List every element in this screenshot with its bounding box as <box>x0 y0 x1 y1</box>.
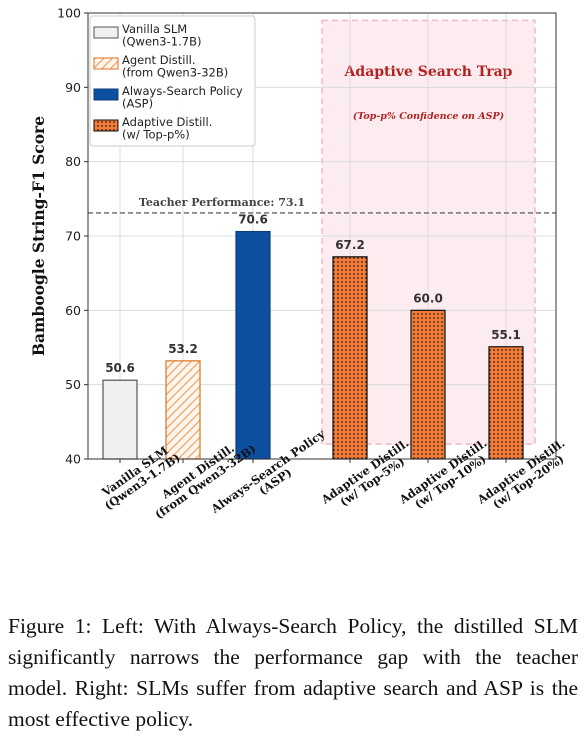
bar <box>488 346 524 460</box>
reference-layer: Teacher Performance: 73.1 <box>88 196 556 214</box>
y-axis-label: Bamboogle String-F1 Score <box>29 116 48 356</box>
legend: Vanilla SLM(Qwen3-1.7B) Agent Distill.(fr… <box>89 15 256 147</box>
bar <box>332 256 368 460</box>
legend-swatch <box>93 26 119 39</box>
bar-value-label: 53.2 <box>168 342 198 356</box>
legend-entry-label: Adaptive Distill. <box>122 115 212 129</box>
teacher-reference-label: Teacher Performance: 73.1 <box>139 196 305 209</box>
y-tick-label: 60 <box>65 303 81 318</box>
legend-entry-label: (ASP) <box>122 97 153 111</box>
bar <box>410 309 446 460</box>
bar-value-label: 70.6 <box>238 213 268 227</box>
bar-chart: Adaptive Search Trap(Top-p% Confidence o… <box>29 6 567 522</box>
trap-subtitle: (Top-p% Confidence on ASP) <box>353 111 504 122</box>
bar-value-label: 55.1 <box>491 328 521 342</box>
legend-swatch <box>93 88 119 101</box>
y-tick-label: 70 <box>65 229 81 244</box>
bar-value-label: 60.0 <box>413 291 443 305</box>
figure-caption: Figure 1: Left: With Always-Search Polic… <box>8 614 578 731</box>
bar-value-label: 50.6 <box>105 361 135 375</box>
y-tick-label: 90 <box>65 80 81 95</box>
bar <box>102 379 138 460</box>
y-tick-label: 80 <box>65 154 81 169</box>
legend-swatch <box>93 119 119 132</box>
legend-entry-label: Always-Search Policy <box>122 84 243 98</box>
legend-entry-label: Vanilla SLM <box>122 22 187 36</box>
y-tick-label: 40 <box>65 452 81 467</box>
legend-entry-label: Agent Distill. <box>122 53 196 67</box>
legend-entry-label: (from Qwen3-32B) <box>122 66 228 80</box>
legend-entry-label: (w/ Top-p%) <box>122 128 190 142</box>
bars-layer: 50.6 53.2 70.6 67.2 60.0 55.1 <box>102 213 524 460</box>
bar <box>235 230 271 460</box>
legend-box <box>89 15 256 147</box>
y-tick-label: 100 <box>57 6 81 21</box>
legend-entry-label: (Qwen3-1.7B) <box>122 35 201 49</box>
y-tick-label: 50 <box>65 377 81 392</box>
legend-swatch <box>93 57 119 70</box>
bar <box>165 360 201 460</box>
bar-value-label: 67.2 <box>335 238 365 252</box>
